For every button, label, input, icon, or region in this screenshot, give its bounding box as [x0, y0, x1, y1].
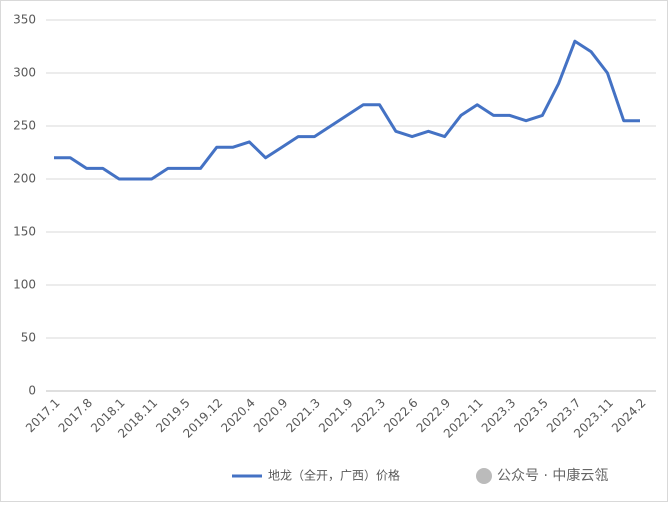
- data-line: [54, 39, 640, 181]
- y-tick-label: 350: [13, 13, 36, 27]
- legend-label: 地龙（全开，广西）价格: [268, 468, 400, 483]
- y-tick-label: 0: [28, 384, 36, 398]
- watermark: 公众号 · 中康云瓴: [497, 467, 608, 484]
- y-tick-label: 200: [13, 172, 36, 186]
- y-tick-label: 250: [13, 119, 36, 133]
- y-tick-label: 150: [13, 225, 36, 239]
- y-tick-label: 50: [21, 331, 36, 345]
- y-tick-label: 100: [13, 278, 36, 292]
- watermark-icon: [476, 468, 492, 484]
- y-tick-label: 300: [13, 66, 36, 80]
